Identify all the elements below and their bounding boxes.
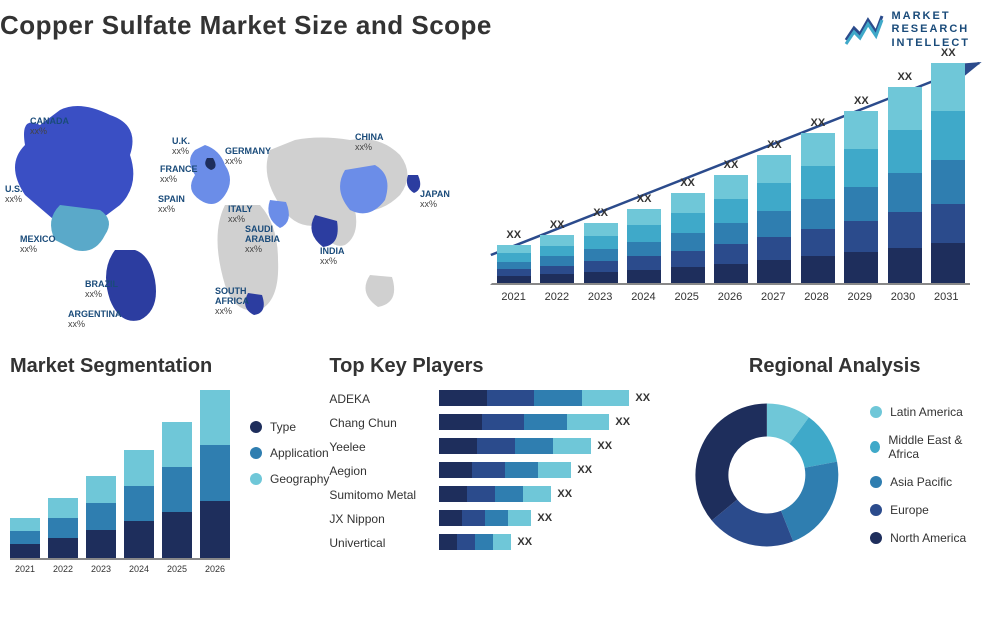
legend-item: Type [250,420,329,434]
segmentation-bar [48,498,78,558]
forecast-bar: XX [798,117,837,283]
country-label: BRAZILxx% [85,280,118,300]
player-name: Yeelee [329,440,429,454]
legend-item: Latin America [870,405,980,419]
world-map: CANADAxx% U.S.xx% MEXICOxx% BRAZILxx% ARGENT… [0,55,480,335]
forecast-bar: XX [755,139,794,283]
top-row: CANADAxx% U.S.xx% MEXICOxx% BRAZILxx% ARGENT… [0,55,990,335]
country-label: SPAINxx% [158,195,185,215]
regional-donut [689,390,845,560]
bottom-row: Market Segmentation 20212022202320242025… [0,355,990,635]
player-name: Aegion [329,464,429,478]
forecast-bar: XX [624,193,663,283]
forecast-bar: XX [537,219,576,283]
player-bar: XX [439,438,689,454]
donut-slice [696,404,767,521]
country-label: ARGENTINAxx% [68,310,122,330]
country-label: GERMANYxx% [225,147,271,167]
country-label: SAUDIARABIAxx% [245,225,280,255]
country-label: CANADAxx% [30,117,69,137]
country-label: SOUTHAFRICAxx% [215,287,249,317]
player-name: JX Nippon [329,512,429,526]
country-label: CHINAxx% [355,133,384,153]
players-title: Top Key Players [329,355,689,378]
country-label: FRANCExx% [160,165,198,185]
forecast-bar: XX [929,47,968,283]
logo-text: MARKET RESEARCH INTELLECT [892,10,971,50]
player-bar: XX [439,390,689,406]
player-bars: XX XX XX XX XX XX XX [439,390,689,550]
segmentation-bar [162,422,192,558]
player-bar: XX [439,462,689,478]
segmentation-bar [200,390,230,558]
donut-slice [781,462,838,542]
forecast-bar: XX [842,95,881,283]
player-names: ADEKA Chang Chun Yeelee Aegion Sumitomo Meta… [329,390,429,550]
legend-item: Geography [250,472,329,486]
country-label: U.K.xx% [172,137,190,157]
segmentation-legend: Type Application Geography [250,390,329,574]
forecast-bar: XX [711,159,750,283]
country-label: INDIAxx% [320,247,345,267]
forecast-bars: XXXXXXXXXXXXXXXXXXXXXX [490,65,970,285]
forecast-bar: XX [885,71,924,283]
country-label: MEXICOxx% [20,235,56,255]
player-bar: XX [439,534,689,550]
logo-icon [844,10,884,50]
player-bar: XX [439,510,689,526]
legend-item: Middle East & Africa [870,433,980,461]
forecast-bar: XX [668,177,707,283]
regional-legend: Latin America Middle East & Africa Asia Pa… [870,405,980,545]
segmentation-bar [10,518,40,558]
forecast-bar: XX [494,229,533,283]
logo: MARKET RESEARCH INTELLECT [844,10,971,50]
segmentation-bar [124,450,154,558]
player-name: Univertical [329,536,429,550]
player-name: Sumitomo Metal [329,488,429,502]
country-label: ITALYxx% [228,205,253,225]
segmentation-section: Market Segmentation 20212022202320242025… [10,355,329,635]
forecast-chart: XXXXXXXXXXXXXXXXXXXXXX 20212022202320242… [480,55,990,335]
segmentation-title: Market Segmentation [10,355,329,378]
regional-title: Regional Analysis [749,355,921,378]
segmentation-bars [10,390,230,560]
country-label: U.S.xx% [5,185,23,205]
legend-item: North America [870,531,980,545]
players-section: Top Key Players ADEKA Chang Chun Yeelee Aeg… [329,355,689,635]
page-title: Copper Sulfate Market Size and Scope [0,10,492,41]
forecast-bar: XX [581,207,620,283]
player-name: Chang Chun [329,416,429,430]
player-bar: XX [439,414,689,430]
country-label: JAPANxx% [420,190,450,210]
player-name: ADEKA [329,392,429,406]
legend-item: Europe [870,503,980,517]
legend-item: Asia Pacific [870,475,980,489]
header: Copper Sulfate Market Size and Scope MAR… [0,0,990,50]
player-bar: XX [439,486,689,502]
regional-section: Regional Analysis Latin America Middle Ea… [689,355,980,635]
legend-item: Application [250,446,329,460]
segmentation-bar [86,476,116,558]
